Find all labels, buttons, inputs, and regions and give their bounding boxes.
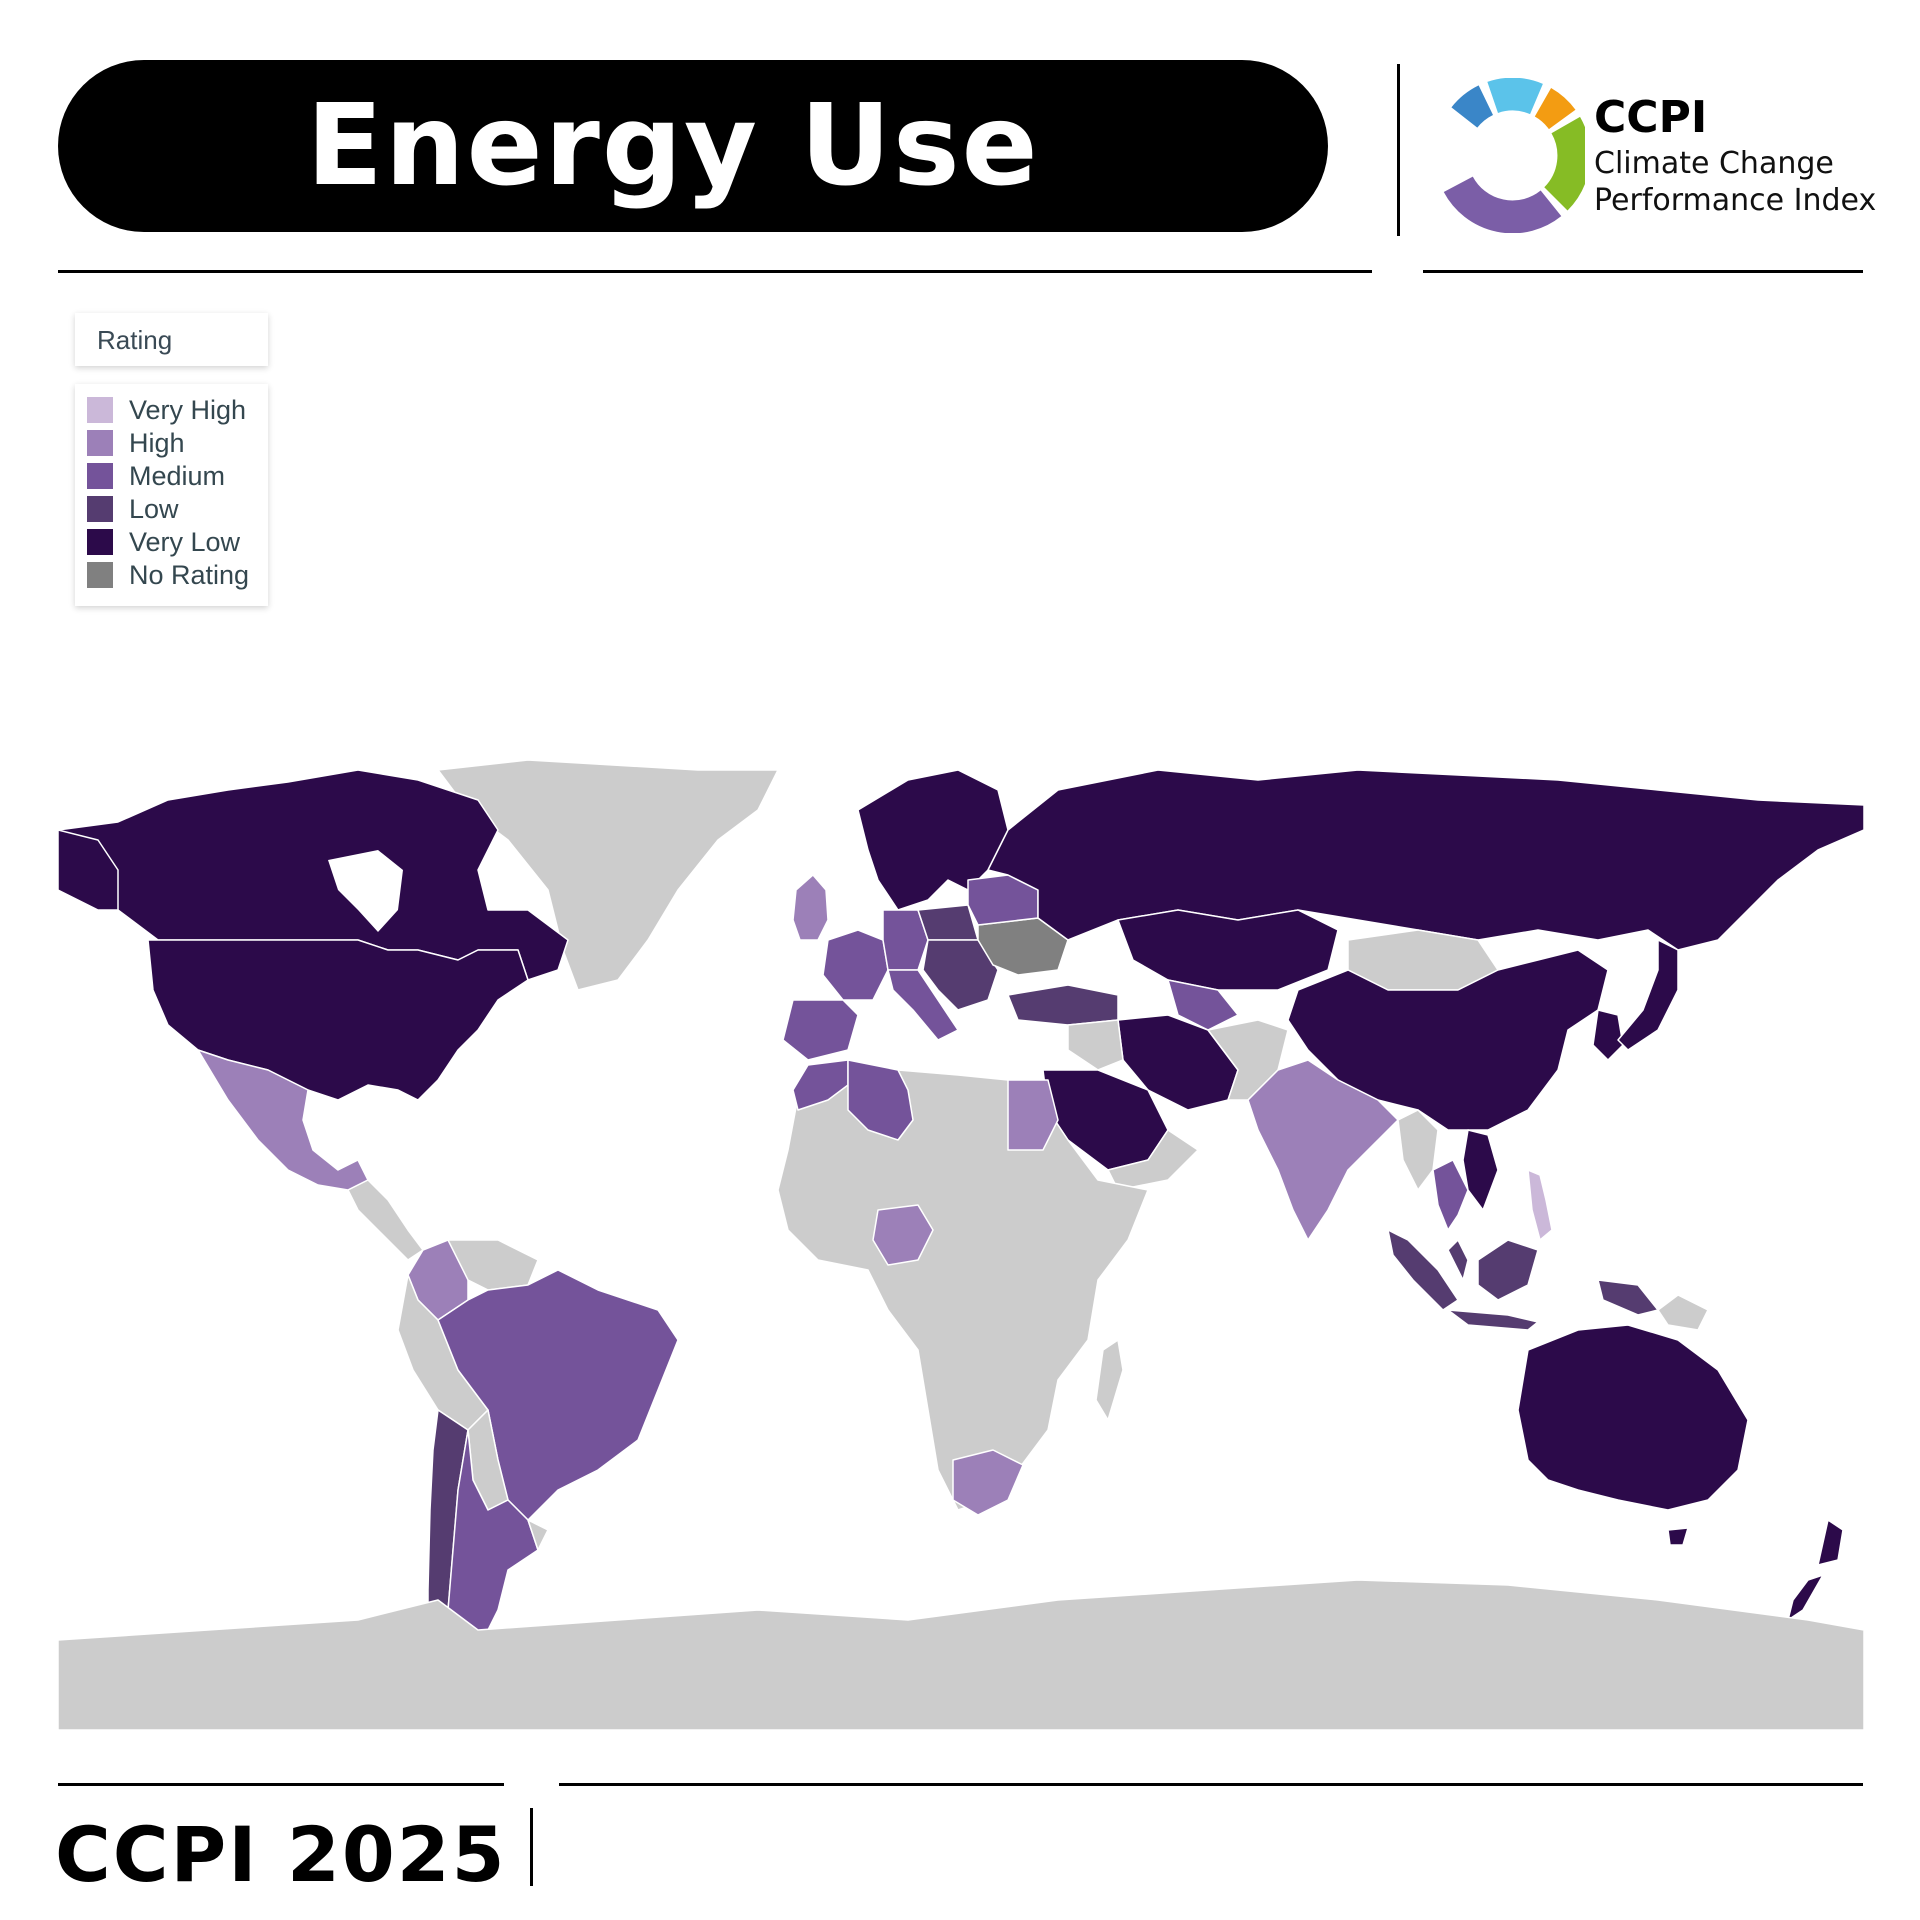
region-vietnam[interactable] <box>1462 1129 1499 1211</box>
region-uzbekistan[interactable] <box>1167 979 1239 1031</box>
legend-swatch <box>87 529 113 555</box>
logo-segment-green <box>1543 116 1585 211</box>
region-philippines[interactable] <box>1527 1169 1553 1241</box>
legend-label: Very High <box>129 394 247 425</box>
legend-label: Low <box>129 493 179 524</box>
region-madagascar[interactable] <box>1095 1339 1124 1421</box>
footer-rule-right <box>559 1783 1863 1786</box>
region-malaysia[interactable] <box>1447 1239 1469 1281</box>
region-papua-new-guinea[interactable] <box>1657 1294 1709 1331</box>
legend-label: Medium <box>129 460 226 491</box>
region-uruguay[interactable] <box>527 1519 549 1551</box>
logo-name: CCPI <box>1594 92 1708 143</box>
legend-item-medium[interactable]: Medium <box>87 460 226 491</box>
logo-segment-purple <box>1443 175 1562 233</box>
region-poland[interactable] <box>917 904 979 941</box>
legend: Very High High Medium Low Very Low No Ra… <box>75 384 268 606</box>
region-new-zealand[interactable] <box>1787 1519 1844 1621</box>
ccpi-logo-icon <box>1443 78 1585 233</box>
region-united-states[interactable] <box>147 939 529 1101</box>
region-russia[interactable] <box>987 769 1864 951</box>
region-indonesia-sumatra[interactable] <box>1387 1229 1459 1311</box>
region-argentina[interactable] <box>442 1429 539 1681</box>
legend-label: No Rating <box>129 559 250 590</box>
header-divider <box>1397 64 1400 236</box>
legend-swatch <box>87 397 113 423</box>
region-kazakhstan[interactable] <box>1117 909 1339 991</box>
legend-swatch <box>87 496 113 522</box>
region-egypt[interactable] <box>1007 1079 1059 1151</box>
logo-subtitle-line1: Climate Change <box>1594 146 1834 181</box>
region-central-america[interactable] <box>347 1179 424 1261</box>
legend-swatch <box>87 463 113 489</box>
logo-segment-lightblue <box>1487 78 1543 115</box>
region-thailand[interactable] <box>1432 1159 1469 1231</box>
region-australia[interactable] <box>1517 1324 1749 1511</box>
title-banner: Energy Use <box>58 60 1328 232</box>
footer-title: CCPI 2025 <box>55 1810 507 1899</box>
legend-item-very-high[interactable]: Very High <box>87 394 247 425</box>
header-rule-right <box>1423 270 1863 273</box>
region-myanmar[interactable] <box>1397 1109 1439 1191</box>
region-spain[interactable] <box>782 999 859 1061</box>
region-united-kingdom[interactable] <box>792 874 829 941</box>
legend-label: High <box>129 427 185 458</box>
region-indonesia-papua[interactable] <box>1597 1279 1659 1316</box>
logo-subtitle-line2: Performance Index <box>1594 183 1877 218</box>
legend-title: Rating <box>97 325 173 355</box>
logo-segment-blue <box>1451 85 1494 129</box>
world-map <box>58 759 1864 1730</box>
footer-divider <box>530 1808 533 1886</box>
region-antarctica[interactable] <box>58 1579 1864 1730</box>
legend-item-high[interactable]: High <box>87 427 185 458</box>
footer-rule-left <box>58 1783 504 1786</box>
region-japan[interactable] <box>1617 939 1679 1051</box>
region-algeria[interactable] <box>847 1059 914 1141</box>
hudson-bay <box>328 850 403 932</box>
region-indonesia-borneo[interactable] <box>1477 1239 1539 1301</box>
region-alaska[interactable] <box>58 829 119 911</box>
region-indonesia-java[interactable] <box>1447 1309 1539 1331</box>
region-turkey[interactable] <box>1007 984 1119 1026</box>
legend-item-no-rating[interactable]: No Rating <box>87 559 250 590</box>
legend-item-low[interactable]: Low <box>87 493 179 524</box>
region-france[interactable] <box>822 929 889 1001</box>
region-italy[interactable] <box>887 969 959 1041</box>
region-iraq[interactable] <box>1067 1019 1124 1071</box>
header-rule-left <box>58 270 1372 273</box>
legend-swatch <box>87 430 113 456</box>
region-south-africa[interactable] <box>952 1449 1024 1516</box>
page-title: Energy Use <box>306 81 1040 211</box>
region-south-korea[interactable] <box>1592 1009 1624 1061</box>
legend-header: Rating <box>75 313 268 366</box>
legend-swatch <box>87 562 113 588</box>
region-mexico[interactable] <box>197 1049 369 1191</box>
legend-item-very-low[interactable]: Very Low <box>87 526 241 557</box>
logo-segment-orange <box>1534 87 1576 130</box>
region-tasmania[interactable] <box>1667 1527 1689 1546</box>
region-nigeria[interactable] <box>872 1204 934 1266</box>
region-india[interactable] <box>1247 1059 1399 1241</box>
legend-label: Very Low <box>129 526 241 557</box>
region-greenland[interactable] <box>437 759 779 991</box>
